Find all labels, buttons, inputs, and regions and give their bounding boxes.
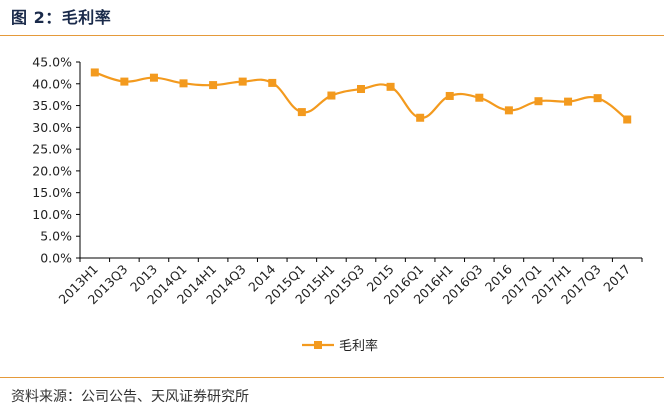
- data-point: [416, 113, 425, 122]
- legend-marker: [314, 341, 322, 349]
- figure-title: 图 2：毛利率: [11, 8, 112, 27]
- y-tick-label: 15.0%: [32, 185, 72, 200]
- y-tick-label: 5.0%: [40, 229, 72, 244]
- x-axis: 2013H12013Q320132014Q12014H12014Q3201420…: [56, 257, 643, 307]
- data-point: [268, 78, 277, 87]
- y-tick-label: 20.0%: [32, 163, 72, 178]
- legend: 毛利率: [302, 338, 378, 354]
- y-tick-label: 30.0%: [32, 120, 72, 135]
- line-chart: 0.0% 5.0% 10.0% 15.0% 20.0% 25.0% 30.0% 35.0% 40…: [32, 55, 643, 354]
- data-point: [357, 85, 365, 94]
- data-point: [149, 73, 158, 82]
- data-point: [327, 91, 336, 100]
- data-point: [386, 82, 395, 91]
- data-point: [179, 79, 188, 88]
- data-point: [623, 115, 632, 124]
- source-note: 资料来源：公司公告、天风证券研究所: [11, 389, 249, 405]
- y-tick-label: 0.0%: [40, 251, 72, 266]
- series-layer: [90, 68, 632, 124]
- data-point: [564, 97, 573, 106]
- y-tick-label: 10.0%: [32, 207, 72, 222]
- top-divider: [0, 35, 664, 36]
- bottom-divider: [0, 377, 664, 378]
- data-point: [120, 77, 129, 86]
- y-tick-label: 35.0%: [32, 98, 72, 113]
- data-point: [297, 108, 306, 117]
- data-point: [504, 106, 513, 115]
- y-tick-label: 25.0%: [32, 142, 72, 157]
- data-point: [593, 94, 602, 103]
- data-point: [238, 77, 247, 86]
- data-point: [209, 81, 218, 90]
- legend-label: 毛利率: [339, 338, 378, 354]
- series-line: [94, 71, 628, 121]
- x-tick-label: 2017: [600, 262, 633, 295]
- data-point: [90, 68, 99, 77]
- data-point: [534, 97, 543, 106]
- y-tick-label: 40.0%: [32, 76, 72, 91]
- data-point: [475, 93, 484, 102]
- data-point: [445, 91, 454, 100]
- y-tick-label: 45.0%: [32, 55, 72, 70]
- y-axis: 0.0% 5.0% 10.0% 15.0% 20.0% 25.0% 30.0% 35.0% 40…: [32, 55, 81, 266]
